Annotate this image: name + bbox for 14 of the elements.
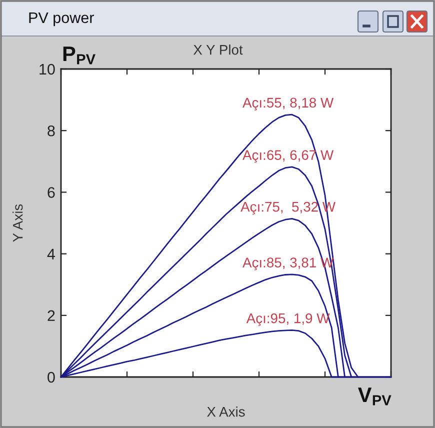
chart-title: PV power [29,12,94,26]
annotation: Açı:65, 6,67 W [242,150,334,163]
y-axis-title: Y Axis [12,204,23,242]
y-tick-label: 8 [48,125,55,136]
chart-subtitle: X Y Plot [193,44,243,55]
text: V$_{PV}$ [358,388,392,406]
y-tick-label: 0 [48,372,55,383]
annotation: Açı:55, 8,18 W [242,98,334,110]
y-tick-label: 2 [48,310,55,321]
y-tick-label: 6 [48,187,55,198]
text: P$_{PV}$ [63,46,96,64]
x-axis-title: X Axis [207,406,245,417]
y-tick-label: 4 [47,248,55,260]
y-tick-label: 10 [40,64,55,75]
